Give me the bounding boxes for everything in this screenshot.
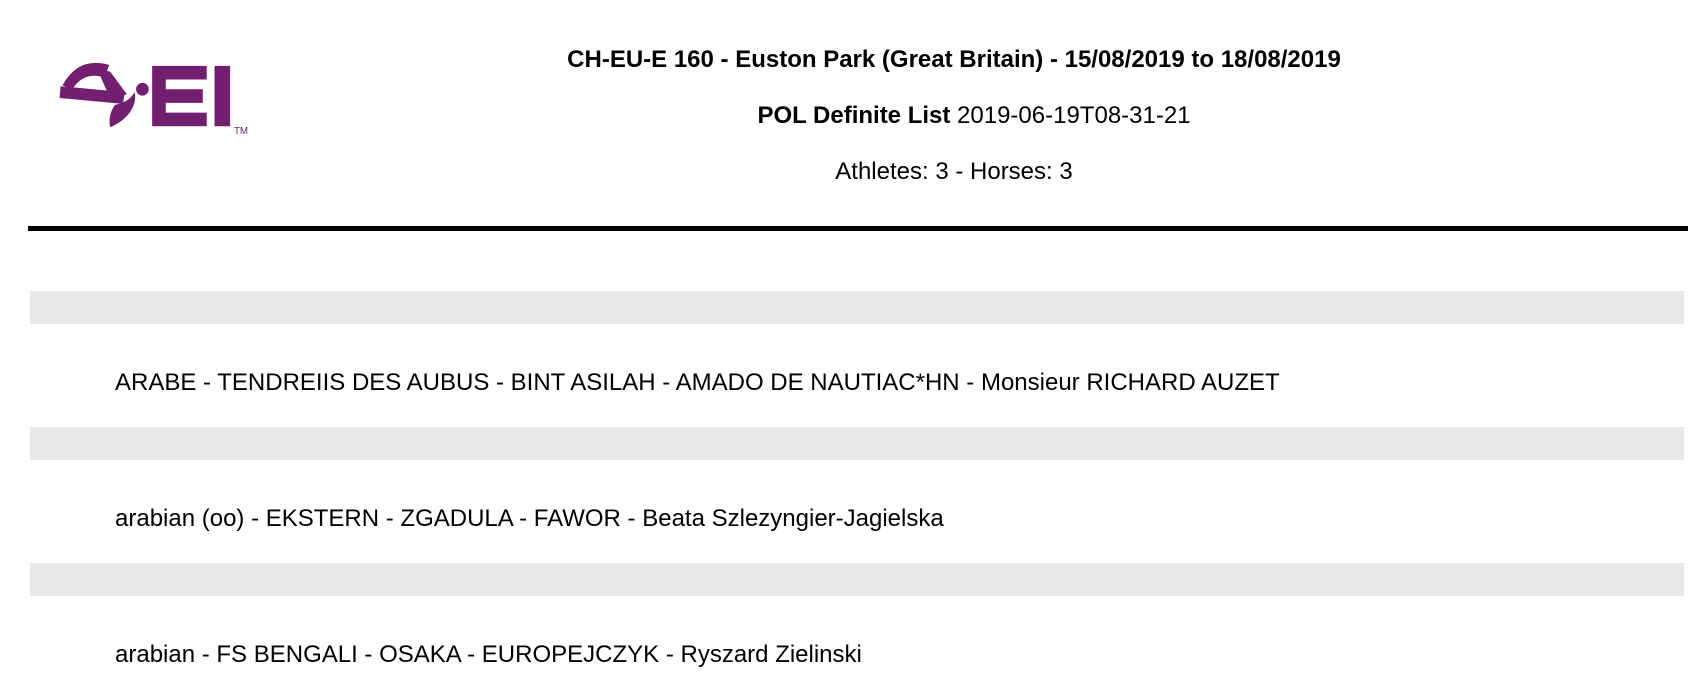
event-title: CH-EU-E 160 - Euston Park (Great Britain… — [567, 46, 1341, 73]
fei-logo-icon: TM — [59, 62, 248, 137]
pedigree-row: arabian (oo) - EKSTERN - ZGADULA - FAWOR… — [115, 505, 944, 532]
header-divider — [28, 226, 1688, 231]
horse-row: SHEITAN DU CULTY (104SY99) - 23/06/2008 … — [30, 332, 1684, 366]
fei-logo-tm: TM — [234, 126, 248, 136]
fei-logo: TM — [58, 60, 258, 137]
athlete-block: Ms Beata SZLEZYNGIER-JAGIELSKA (POL) - 1… — [30, 427, 1684, 536]
pedigree-row: ARABE - TENDREIIS DES AUBUS - BINT ASILA… — [115, 369, 1280, 396]
athlete-block: Mr Ryszard ZIELINSKI (POL) - 10018794 - … — [30, 563, 1684, 672]
list-timestamp: 2019-06-19T08-31-21 — [950, 102, 1191, 129]
pedigree-row: arabian - FS BENGALI - OSAKA - EUROPEJCZ… — [115, 641, 862, 668]
athlete-block: Ms Julie COUBRONNE (POL) - 10110247 - 32… — [30, 291, 1684, 400]
horse-row: ZBRUCZ (104CW55) - 14/05/2007 - Gelding … — [30, 468, 1684, 502]
document-header: CH-EU-E 160 - Euston Park (Great Britain… — [220, 0, 1688, 186]
horse-row: ODWET (105GZ78) - 26/01/2009 - Gelding -… — [30, 604, 1684, 638]
list-title-line: POL Definite List 2019-06-19T08-31-21 — [220, 74, 1688, 158]
athlete-list: Ms Julie COUBRONNE (POL) - 10110247 - 32… — [30, 291, 1684, 672]
athlete-header-row: Mr Ryszard ZIELINSKI (POL) - 10018794 - … — [30, 563, 1684, 596]
athlete-header-row: Ms Beata SZLEZYNGIER-JAGIELSKA (POL) - 1… — [30, 427, 1684, 460]
list-title: POL Definite List — [757, 102, 951, 129]
counts-line: Athletes: 3 - Horses: 3 — [835, 158, 1073, 185]
athlete-header-row: Ms Julie COUBRONNE (POL) - 10110247 - 32… — [30, 291, 1684, 324]
